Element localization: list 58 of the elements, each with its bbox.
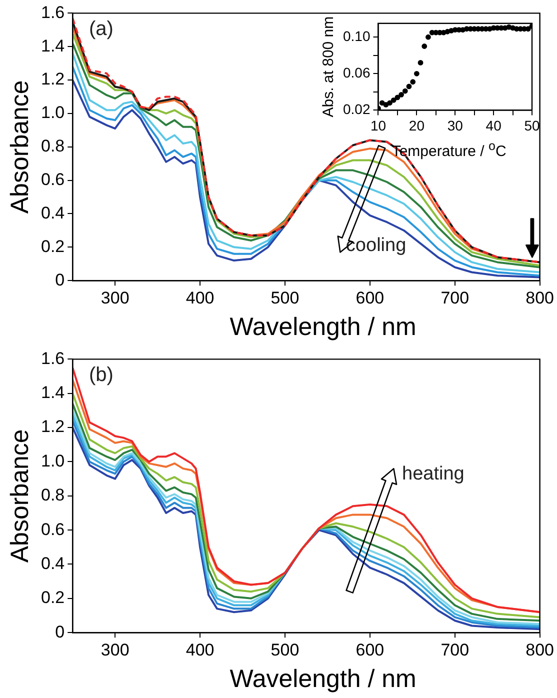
y-tick-label: 0.02 [343, 101, 370, 118]
point [402, 88, 408, 94]
x-tick-label: 800 [526, 288, 554, 308]
y-axis-title: Absorbance [6, 429, 34, 563]
y-tick-label: 1.6 [40, 2, 65, 22]
y-tick-label: 1.0 [40, 103, 65, 122]
y-axis-title: Absorbance [6, 80, 34, 214]
y-tick-label: 0 [55, 622, 65, 642]
x-tick-label: 300 [100, 288, 130, 308]
point [422, 44, 428, 49]
x-tick-label: 400 [186, 288, 214, 308]
point [383, 102, 389, 108]
x-tick-label: 20 [408, 117, 425, 134]
y-tick-label: 0.6 [40, 520, 65, 539]
x-tick-label: 600 [356, 288, 384, 308]
point [410, 79, 416, 85]
y-tick-label: 0.8 [40, 136, 65, 156]
x-tick-label: 700 [440, 640, 470, 660]
y-tick-label: 1.4 [40, 383, 65, 402]
y-tick-label: 1.6 [40, 348, 65, 368]
y-tick-label: 1.2 [40, 70, 65, 89]
point [394, 94, 400, 100]
y-tick-label: 0.8 [40, 486, 65, 505]
annotation: (a) [88, 18, 114, 40]
x-tick-label: 30 [447, 117, 464, 134]
y-tick-label: 0.2 [40, 588, 65, 608]
annotation: (b) [88, 364, 114, 386]
y-tick-label: 1.2 [40, 417, 65, 436]
x-tick-label: 10 [370, 117, 386, 134]
x-tick-label: 400 [186, 640, 214, 660]
x-tick-label: 300 [100, 640, 130, 660]
x-tick-label: 800 [526, 640, 554, 660]
x-tick-label: 700 [440, 288, 470, 308]
x-tick-label: 40 [486, 117, 502, 134]
y-tick-label: 0.06 [343, 64, 370, 81]
y-tick-label: 1.0 [40, 451, 65, 470]
y-tick-label: 0.4 [40, 554, 65, 573]
y-tick-label: 1.4 [40, 36, 65, 56]
point [414, 70, 420, 76]
x-tick-label: 500 [270, 288, 300, 308]
x-axis-title: Wavelength / nm [228, 312, 418, 343]
y-axis-title: Abs. at 800 nm [320, 16, 338, 118]
x-tick-label: 600 [356, 640, 384, 660]
y-tick-label: 0.2 [40, 236, 65, 256]
x-tick-label: 500 [270, 640, 300, 660]
point [390, 97, 396, 103]
y-tick-label: 0.10 [343, 28, 370, 44]
annotation: heating [402, 463, 464, 484]
point [406, 84, 412, 90]
point [426, 34, 431, 40]
point [387, 100, 392, 106]
y-tick-label: 0.6 [40, 170, 65, 190]
y-tick-label: 0.4 [40, 203, 65, 222]
point [418, 60, 424, 66]
y-tick-label: 0 [55, 270, 65, 290]
annotation: cooling [346, 235, 406, 256]
point [398, 92, 404, 98]
x-axis-title: Wavelength / nm [228, 664, 418, 695]
